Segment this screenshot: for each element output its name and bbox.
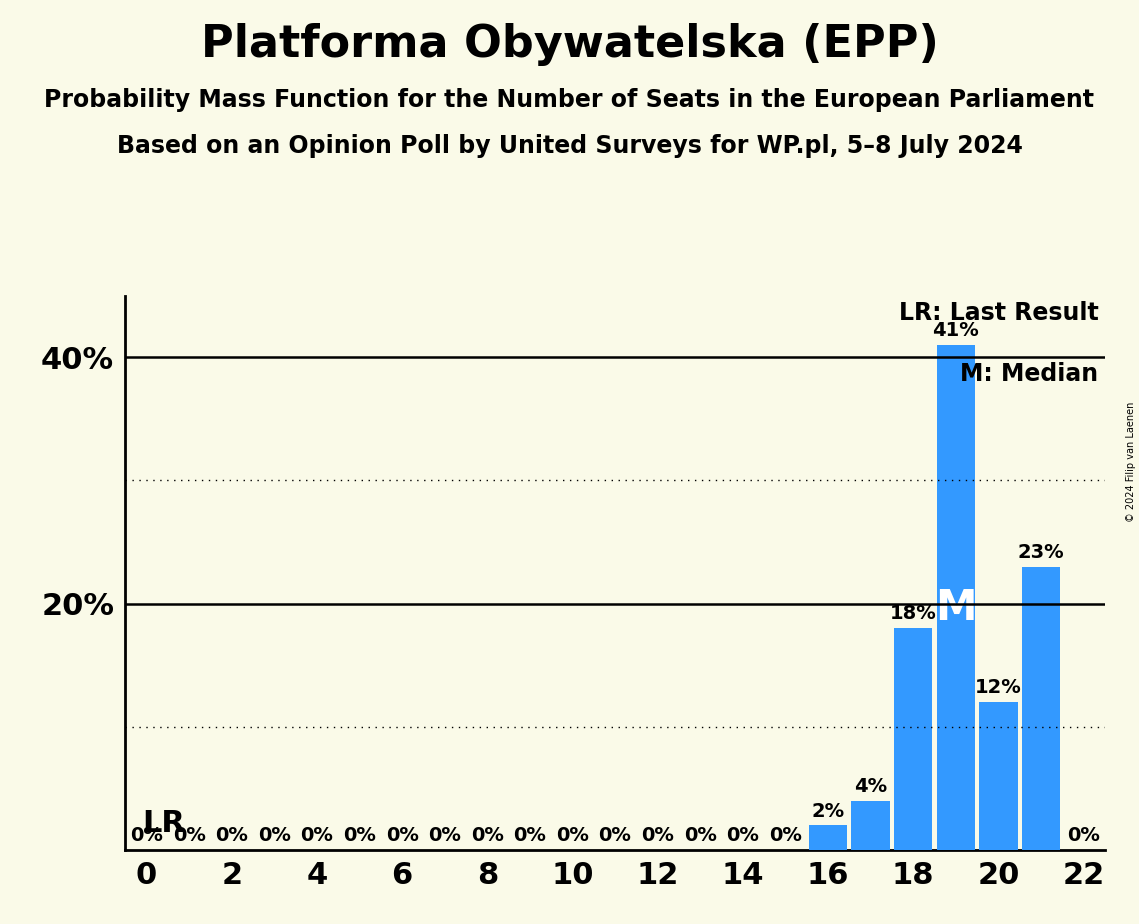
Bar [1022, 566, 1060, 850]
Text: 18%: 18% [890, 604, 936, 624]
Text: 41%: 41% [933, 321, 980, 340]
Bar [894, 628, 933, 850]
Bar [809, 825, 847, 850]
Text: LR: Last Result: LR: Last Result [899, 301, 1098, 325]
Bar [852, 801, 890, 850]
Text: M: Median: M: Median [960, 362, 1098, 386]
Text: LR: LR [142, 808, 186, 838]
Text: 0%: 0% [130, 826, 163, 845]
Text: M: M [935, 587, 976, 628]
Text: 2%: 2% [811, 801, 844, 821]
Text: Probability Mass Function for the Number of Seats in the European Parliament: Probability Mass Function for the Number… [44, 88, 1095, 112]
Text: 0%: 0% [683, 826, 716, 845]
Text: 0%: 0% [599, 826, 631, 845]
Text: 0%: 0% [727, 826, 760, 845]
Text: 0%: 0% [301, 826, 334, 845]
Bar [936, 345, 975, 850]
Text: 0%: 0% [769, 826, 802, 845]
Text: 0%: 0% [470, 826, 503, 845]
Bar [980, 702, 1017, 850]
Text: Based on an Opinion Poll by United Surveys for WP.pl, 5–8 July 2024: Based on an Opinion Poll by United Surve… [116, 134, 1023, 158]
Text: 0%: 0% [641, 826, 674, 845]
Text: 0%: 0% [257, 826, 290, 845]
Text: © 2024 Filip van Laenen: © 2024 Filip van Laenen [1125, 402, 1136, 522]
Text: 4%: 4% [854, 777, 887, 796]
Text: 0%: 0% [215, 826, 248, 845]
Text: 0%: 0% [514, 826, 547, 845]
Text: 23%: 23% [1017, 542, 1064, 562]
Text: 0%: 0% [556, 826, 589, 845]
Text: 0%: 0% [386, 826, 418, 845]
Text: Platforma Obywatelska (EPP): Platforma Obywatelska (EPP) [200, 23, 939, 67]
Text: 12%: 12% [975, 678, 1022, 698]
Text: 0%: 0% [173, 826, 206, 845]
Text: 0%: 0% [428, 826, 461, 845]
Text: 0%: 0% [343, 826, 376, 845]
Text: 0%: 0% [1067, 826, 1100, 845]
